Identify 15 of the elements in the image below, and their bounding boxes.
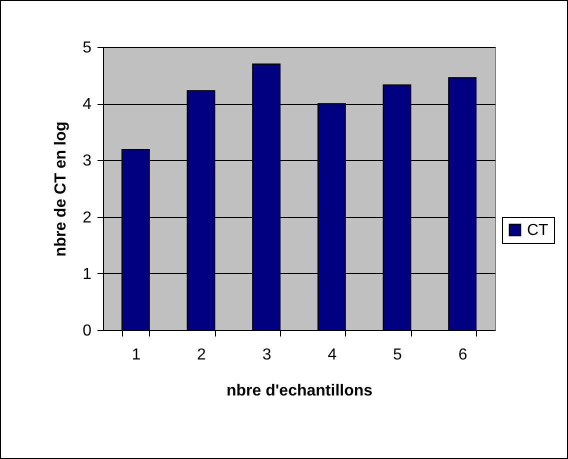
y-tick-label: 5 bbox=[82, 40, 92, 56]
x-tick-label: 4 bbox=[328, 346, 337, 364]
x-tick-label: 6 bbox=[458, 346, 468, 364]
y-tick-label: 0 bbox=[82, 322, 92, 340]
y-axis-title: nbre de CT en log bbox=[52, 121, 70, 257]
x-tick-label: 2 bbox=[197, 346, 206, 364]
y-tick-label: 2 bbox=[82, 209, 92, 226]
x-tick-label: 1 bbox=[132, 346, 141, 364]
x-axis-title: nbre d'echantillons bbox=[226, 382, 373, 400]
x-tick-label: 5 bbox=[393, 346, 402, 364]
legend-label: CT bbox=[527, 222, 549, 239]
y-tick-label: 1 bbox=[82, 266, 92, 283]
y-tick-label: 3 bbox=[82, 152, 92, 170]
y-tick-label: 4 bbox=[82, 96, 92, 114]
x-tick-label: 3 bbox=[262, 346, 272, 364]
